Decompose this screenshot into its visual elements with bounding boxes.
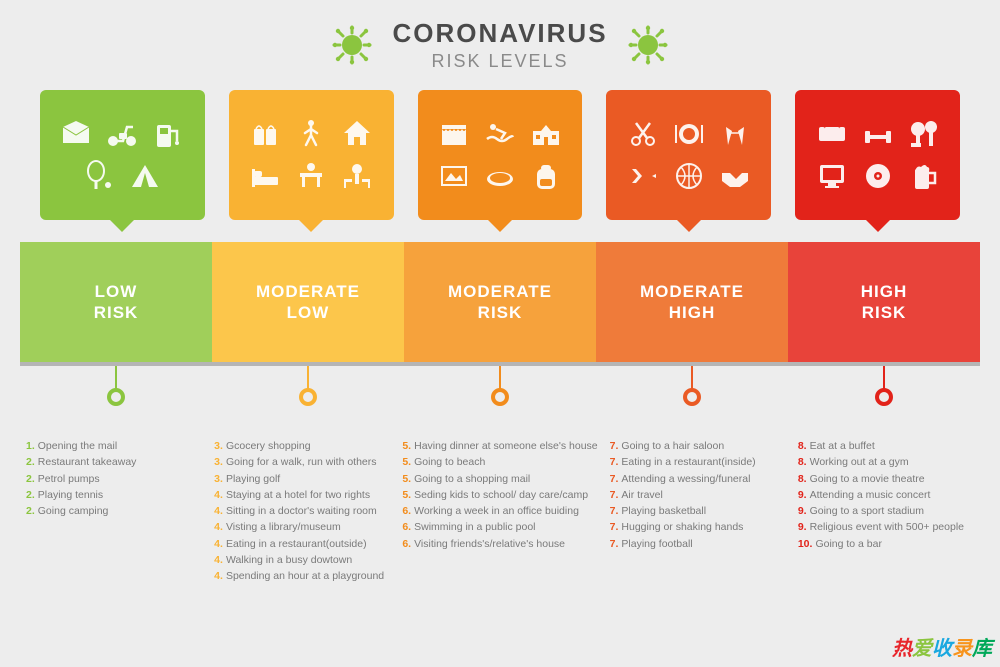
- title-main: CORONAVIRUS: [392, 18, 607, 49]
- activity-list: 3.Gcocery shopping3.Going for a walk, ru…: [208, 438, 396, 584]
- risk-bar: HIGHRISK: [788, 242, 980, 362]
- couch-icon: [815, 117, 849, 151]
- risk-bar: MODERATELOW: [212, 242, 404, 362]
- activity-lists: 1.Opening the mail2.Restaurant takeaway2…: [20, 438, 980, 584]
- dumbbell-icon: [861, 117, 895, 151]
- activity-item: 5.Having dinner at someone else's house: [402, 438, 597, 454]
- title-sub: RISK LEVELS: [392, 51, 607, 72]
- icon-cards-row: [0, 90, 1000, 220]
- risk-card: [606, 90, 771, 220]
- activity-item: 8.Working out at a gym: [798, 454, 974, 470]
- activity-item: 7.Eating in a restaurant(inside): [610, 454, 786, 470]
- virus-icon-right: [628, 25, 668, 65]
- timeline-marker: [788, 366, 980, 390]
- shop-icon: [437, 117, 471, 151]
- timeline-marker: [596, 366, 788, 390]
- activity-item: 6.Working a week in an office buiding: [402, 503, 597, 519]
- activity-item: 7.Hugging or shaking hands: [610, 519, 786, 535]
- activity-item: 10.Going to a bar: [798, 536, 974, 552]
- activity-item: 5.Going to a shopping mail: [402, 471, 597, 487]
- activity-item: 4.Staying at a hotel for two rights: [214, 487, 390, 503]
- activity-item: 1.Opening the mail: [26, 438, 202, 454]
- activity-item: 2.Restaurant takeaway: [26, 454, 202, 470]
- activity-item: 2.Petrol pumps: [26, 471, 202, 487]
- timeline-marker: [212, 366, 404, 390]
- risk-card: [229, 90, 394, 220]
- activity-item: 7.Air travel: [610, 487, 786, 503]
- plane-icon: [626, 159, 660, 193]
- activity-item: 7.Going to a hair saloon: [610, 438, 786, 454]
- activity-list: 1.Opening the mail2.Restaurant takeaway2…: [20, 438, 208, 584]
- timeline-marker: [404, 366, 596, 390]
- activity-item: 9.Going to a sport stadium: [798, 503, 974, 519]
- glasses-icon: [718, 117, 752, 151]
- school-icon: [529, 117, 563, 151]
- activity-item: 4.Spending an hour at a playground: [214, 568, 390, 584]
- scissors-icon: [626, 117, 660, 151]
- activity-item: 4.Eating in a restaurant(outside): [214, 536, 390, 552]
- chairs-icon: [340, 159, 374, 193]
- activity-list: 8.Eat at a buffet8.Working out at a gym8…: [792, 438, 980, 584]
- timeline-drops: [20, 366, 980, 390]
- beer-icon: [907, 159, 941, 193]
- plate-icon: [672, 117, 706, 151]
- trees-icon: [907, 117, 941, 151]
- bag-icon: [248, 117, 282, 151]
- risk-card: [795, 90, 960, 220]
- backpack-icon: [529, 159, 563, 193]
- disc-icon: [861, 159, 895, 193]
- activity-item: 3.Going for a walk, run with others: [214, 454, 390, 470]
- activity-item: 8.Eat at a buffet: [798, 438, 974, 454]
- activity-item: 6.Visiting friends's/relative's house: [402, 536, 597, 552]
- tent-icon: [128, 159, 162, 193]
- activity-item: 6.Swimming in a public pool: [402, 519, 597, 535]
- handshake-icon: [718, 159, 752, 193]
- risk-card: [40, 90, 205, 220]
- pool-icon: [483, 159, 517, 193]
- desk-icon: [294, 159, 328, 193]
- activity-item: 5.Going to beach: [402, 454, 597, 470]
- house-icon: [340, 117, 374, 151]
- activity-item: 5.Seding kids to school/ day care/camp: [402, 487, 597, 503]
- timeline-marker: [20, 366, 212, 390]
- activity-item: 2.Playing tennis: [26, 487, 202, 503]
- activity-item: 9.Attending a music concert: [798, 487, 974, 503]
- walker-icon: [294, 117, 328, 151]
- activity-item: 4.Walking in a busy dowtown: [214, 552, 390, 568]
- risk-bars-row: LOWRISKMODERATELOWMODERATERISKMODERATEHI…: [20, 242, 980, 362]
- risk-bar: LOWRISK: [20, 242, 212, 362]
- activity-list: 7.Going to a hair saloon7.Eating in a re…: [604, 438, 792, 584]
- risk-card: [418, 90, 583, 220]
- risk-bar: MODERATERISK: [404, 242, 596, 362]
- racket-icon: [82, 159, 116, 193]
- activity-list: 5.Having dinner at someone else's house5…: [396, 438, 603, 584]
- activity-item: 4.Visting a library/museum: [214, 519, 390, 535]
- frame-icon: [437, 159, 471, 193]
- scooter-icon: [105, 117, 139, 151]
- activity-item: 7.Playing football: [610, 536, 786, 552]
- watermark: 热爱收录库: [892, 632, 992, 661]
- activity-item: 8.Going to a movie theatre: [798, 471, 974, 487]
- virus-icon-left: [332, 25, 372, 65]
- risk-bar: MODERATEHIGH: [596, 242, 788, 362]
- activity-item: 3.Gcocery shopping: [214, 438, 390, 454]
- basketball-icon: [672, 159, 706, 193]
- pump-icon: [151, 117, 185, 151]
- header: CORONAVIRUS RISK LEVELS: [0, 0, 1000, 72]
- activity-item: 7.Attending a wessing/funeral: [610, 471, 786, 487]
- mail-icon: [59, 117, 93, 151]
- screen-icon: [815, 159, 849, 193]
- bed-icon: [248, 159, 282, 193]
- activity-item: 2.Going camping: [26, 503, 202, 519]
- activity-item: 7.Playing basketball: [610, 503, 786, 519]
- activity-item: 3.Playing golf: [214, 471, 390, 487]
- swim-icon: [483, 117, 517, 151]
- activity-item: 9.Religious event with 500+ people: [798, 519, 974, 535]
- activity-item: 4.Sitting in a doctor's waiting room: [214, 503, 390, 519]
